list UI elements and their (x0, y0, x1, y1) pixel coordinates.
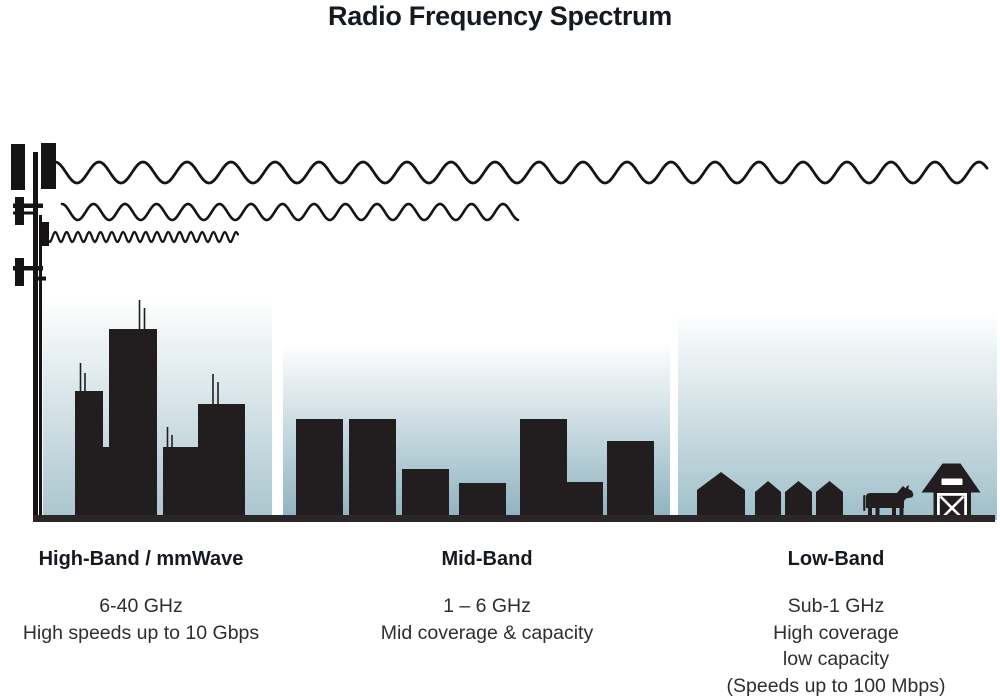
skyscraper (103, 447, 109, 520)
building (349, 419, 396, 520)
low-band-desc: low capacity (782, 648, 890, 670)
cell-tower-icon (11, 143, 56, 520)
building (520, 419, 567, 520)
house (697, 472, 745, 520)
skyscraper (198, 404, 245, 520)
radio-waves (42, 160, 989, 244)
diagram-title: Radio Frequency Spectrum (328, 1, 672, 31)
low-band-desc: (Speeds up to 100 Mbps) (726, 674, 946, 697)
city-skyline (75, 300, 245, 520)
high-band-label: High-Band / mmWave 6-40 GHz High speeds … (0, 548, 282, 646)
high-band-frequency: 6-40 GHz (99, 595, 183, 617)
ground-line (33, 515, 995, 522)
skyscraper (109, 329, 157, 520)
house (816, 481, 843, 520)
barn-vent (941, 478, 963, 485)
building (607, 441, 654, 520)
mid-band-label: Mid-Band 1 – 6 GHz Mid coverage & capaci… (337, 548, 637, 646)
building (459, 483, 506, 520)
mid-band-frequency: 1 – 6 GHz (443, 595, 531, 617)
building (402, 469, 449, 520)
building (567, 482, 603, 520)
low-band-frequency: Sub-1 GHz (787, 595, 885, 617)
low-band-desc: High coverage (773, 621, 899, 644)
house (755, 481, 781, 520)
high-band-title: High-Band / mmWave (38, 548, 244, 570)
rooftop-antennas (79, 300, 219, 448)
mid-band-title: Mid-Band (441, 548, 533, 570)
skyscraper (163, 447, 198, 520)
spectrum-illustration (11, 143, 997, 522)
cow-icon (863, 485, 914, 518)
short-wavelength-wave (42, 230, 240, 244)
high-band-desc: High speeds up to 10 Gbps (22, 621, 260, 644)
mid-band-desc: Mid coverage & capacity (380, 621, 594, 644)
building (296, 419, 343, 520)
house (785, 481, 812, 520)
low-band-title: Low-Band (787, 548, 885, 570)
skyscraper (75, 391, 103, 520)
mid-rise-buildings (296, 419, 654, 520)
long-wavelength-wave (53, 160, 989, 185)
low-band-label: Low-Band Sub-1 GHz High coverage low cap… (686, 548, 986, 699)
medium-wavelength-wave (60, 202, 520, 222)
